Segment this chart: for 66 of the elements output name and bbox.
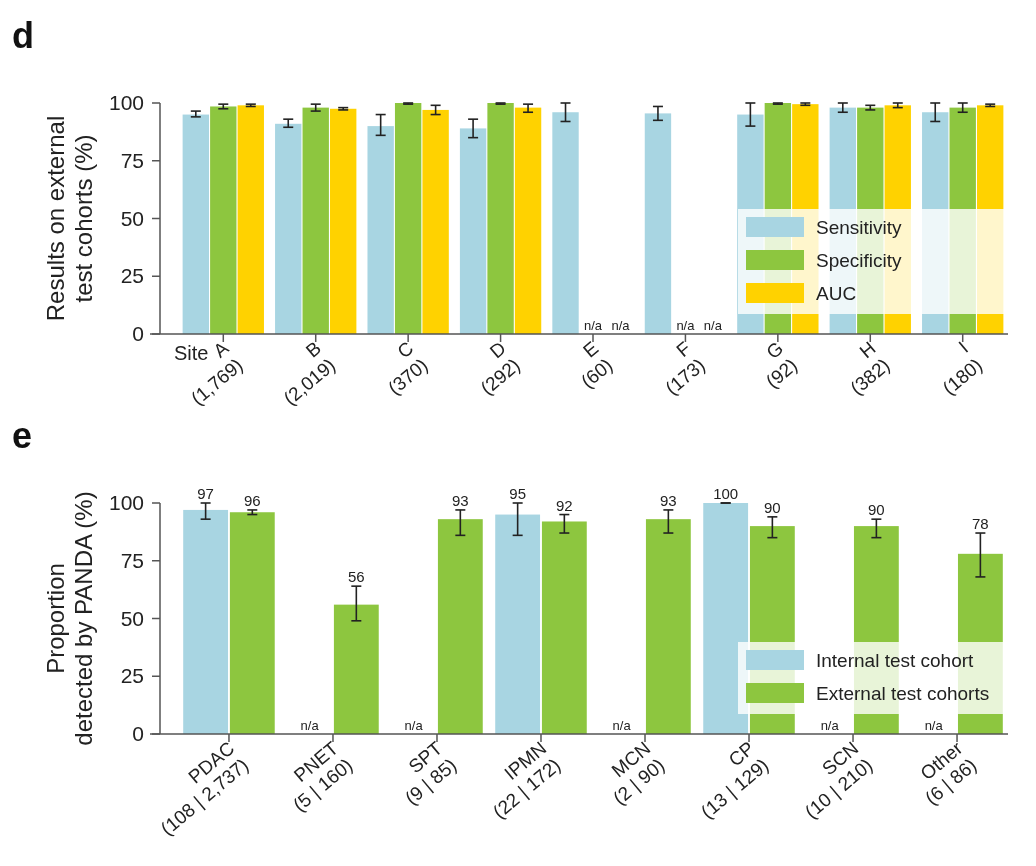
bar [644,113,672,334]
annotation: n/a [611,318,631,333]
annotation: n/a [583,318,603,333]
y-tick-label: 0 [132,722,144,745]
legend-label: AUC [816,283,857,304]
annotation: n/a [676,318,696,333]
bar [302,107,329,334]
data-label: 92 [556,496,573,514]
x-tick-label: E (60) [577,337,617,393]
y-tick-label: 50 [120,206,144,230]
y-tick-label: 25 [120,664,144,688]
data-label: 90 [868,501,885,519]
annotation: n/a [924,718,944,733]
bar [182,114,209,334]
y-tick-label: 25 [120,264,144,288]
data-label: 100 [713,485,739,502]
bar [487,103,514,334]
annotation: n/a [300,718,320,733]
x-tick-label: G (92) [761,337,802,393]
data-label: 95 [509,485,526,502]
bar [514,107,542,334]
data-label: 93 [451,491,469,509]
chart-title: e [12,415,33,456]
bar [183,509,229,734]
legend-label: External test cohorts [816,683,990,704]
bar [275,123,302,334]
y-tick-label: 100 [108,91,144,114]
data-label: 93 [660,491,677,509]
bar [210,106,237,334]
bar [367,126,394,334]
x-axis-title: Site [174,342,209,364]
bar [437,519,483,734]
chart-title: d [12,15,34,56]
bar [459,128,487,334]
bar [229,512,275,734]
y-tick-label: 0 [132,322,144,345]
y-tick-label: 100 [108,491,144,514]
data-label: 78 [972,515,989,533]
bar [333,604,379,734]
data-label: 97 [197,485,214,502]
annotation: n/a [820,718,840,733]
y-axis-title: Results on external test cohorts (%) [42,115,97,322]
bar [394,103,422,334]
bar [552,112,579,334]
data-label: 56 [347,568,365,586]
y-tick-label: 75 [120,548,144,572]
annotation: n/a [703,318,723,333]
x-tick-label: CP (13 | 129) [696,737,773,823]
annotation: n/a [612,718,632,733]
y-axis-title: Proportion detected by PANDA (%) [42,491,97,746]
legend-label: Specificity [816,250,903,271]
bar [237,105,264,334]
legend-label: Sensitivity [816,217,903,238]
bar [645,519,691,734]
bar [541,521,587,734]
y-tick-label: 50 [120,606,144,630]
legend-label: Internal test cohort [816,650,975,671]
bar [495,514,541,734]
x-tick-label: SPT (9 | 85) [401,737,461,809]
data-label: 90 [764,498,781,516]
annotation: n/a [404,718,424,733]
bar [422,109,449,334]
bar [703,503,749,734]
bar [330,108,357,334]
data-label: 96 [243,491,261,509]
y-tick-label: 75 [120,148,144,172]
